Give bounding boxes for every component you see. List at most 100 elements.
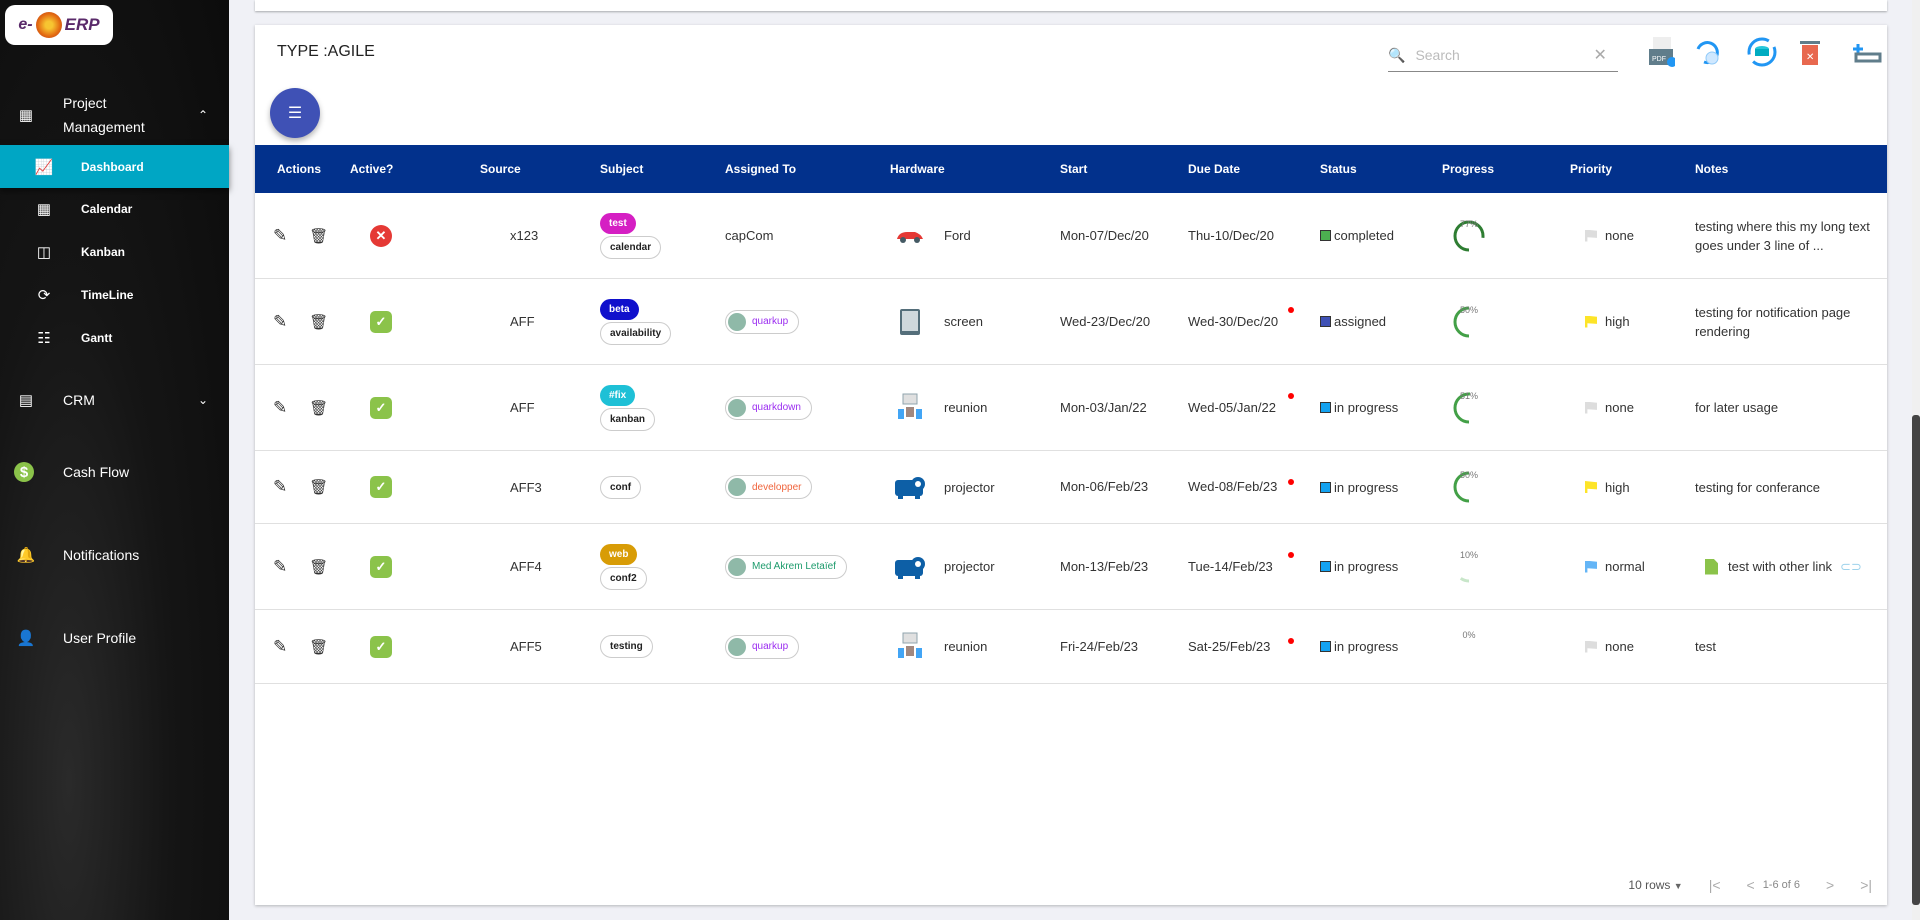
edit-icon[interactable]: ✎ [273,225,288,245]
first-page-button[interactable]: |< [1708,877,1721,893]
projector-icon [890,554,930,580]
subject-chip[interactable]: kanban [600,407,656,431]
calendar-icon: ▦ [36,201,52,218]
add-row-button[interactable] [1850,35,1884,69]
inactive-x-icon[interactable]: ✕ [370,224,392,247]
sidebar-item-label: Gantt [81,331,113,345]
column-header-start[interactable]: Start [1060,162,1088,176]
sidebar-item-dashboard[interactable]: 📈 Dashboard [0,145,229,188]
column-header-active[interactable]: Active? [350,162,394,176]
active-check-icon[interactable]: ✓ [370,310,392,333]
column-header-source[interactable]: Source [480,162,521,176]
delete-icon[interactable]: 🗑 [309,227,329,245]
chevron-down-icon[interactable]: ⌄ [198,393,209,407]
app-logo[interactable]: e- ERP [5,5,113,45]
subject-tag[interactable]: #fix [600,384,636,406]
column-header-notes[interactable]: Notes [1695,162,1729,176]
sidebar-item-gantt[interactable]: ☷ Gantt [0,327,229,349]
priority-label: high [1605,314,1630,329]
table-header: Actions Active? Source Subject Assigned To Ha… [255,145,1887,193]
column-header-actions[interactable]: Actions [277,162,322,176]
history-search-button[interactable] [1690,35,1724,69]
next-page-button[interactable]: > [1826,877,1835,893]
hardware-name: Ford [944,228,971,243]
status-color-icon [1320,316,1331,327]
page-scrollbar[interactable] [1912,0,1920,920]
edit-icon[interactable]: ✎ [273,397,288,417]
edit-icon[interactable]: ✎ [273,311,288,331]
hardware-name: projector [944,559,995,574]
assignee-chip[interactable]: developper [725,475,813,499]
column-header-progress[interactable]: Progress [1442,162,1495,176]
hardware-name: projector [944,479,995,495]
sidebar-item-notifications[interactable]: 🔔 Notifications [0,543,229,567]
export-pdf-button[interactable]: PDF [1645,35,1679,69]
projector-icon [890,474,930,500]
avatar [728,557,746,576]
column-header-subject[interactable]: Subject [600,162,644,176]
overdue-indicator [1288,307,1294,313]
edit-icon[interactable]: ✎ [273,556,288,576]
delete-icon[interactable]: 🗑 [309,399,329,417]
table-row: ✎ 🗑 ✕ x123 test calendar capCom Ford Mon-07/Dec/… [255,193,1887,279]
sidebar-item-timeline[interactable]: ⟳ TimeLine [0,284,229,306]
subject-chip[interactable]: calendar [600,235,662,259]
prev-page-button[interactable]: < [1746,877,1755,893]
chevron-up-icon[interactable]: ⌃ [198,108,209,122]
subject-tag[interactable]: test [600,212,636,234]
filter-icon: ☰ [287,105,303,122]
chart-icon: 📈 [34,158,54,176]
sidebar: e- ERP ▦ Project Management ⌃ 📈 Dashboard ▦ Cal… [0,0,229,920]
delete-icon[interactable]: 🗑 [309,558,329,576]
delete-icon[interactable]: 🗑 [309,313,329,331]
history-search-icon [1696,41,1719,65]
sidebar-item-kanban[interactable]: ◫ Kanban [0,241,229,263]
assignee-name: Med Akrem Letaïef [752,561,836,572]
column-header-assigned-to[interactable]: Assigned To [725,162,797,176]
subject-chip[interactable]: availability [600,321,672,345]
last-page-button[interactable]: >| [1860,877,1872,893]
subject-tag[interactable]: beta [600,298,639,320]
assignee-chip[interactable]: quarkup [725,634,800,659]
column-header-status[interactable]: Status [1320,162,1357,176]
kanban-icon: ◫ [36,244,52,261]
search-input[interactable] [1415,47,1586,63]
active-check-icon[interactable]: ✓ [370,396,392,419]
column-header-hardware[interactable]: Hardware [890,162,945,176]
source: x123 [510,228,539,243]
active-check-icon[interactable]: ✓ [370,476,392,498]
assignee-chip[interactable]: quarkdown [725,395,812,420]
rows-per-page-select[interactable]: 10 rows ▼ [1628,878,1683,892]
subject-chip[interactable]: conf [600,475,642,499]
progress-value: 50% [1459,304,1478,315]
clear-search-icon[interactable]: ✕ [1593,47,1607,64]
assignee-chip[interactable]: quarkup [725,309,800,334]
sidebar-item-project-management[interactable]: ▦ Project Management ⌃ [0,95,229,135]
delete-icon[interactable]: 🗑 [309,479,329,496]
subject-chip[interactable]: testing [600,635,653,658]
active-check-icon[interactable]: ✓ [370,635,392,658]
delete-icon[interactable]: 🗑 [309,638,329,656]
sidebar-item-calendar[interactable]: ▦ Calendar [0,198,229,220]
filter-button[interactable]: ☰ [270,88,320,138]
column-header-due-date[interactable]: Due Date [1188,162,1241,176]
progress-ring [1453,306,1485,337]
edit-icon[interactable]: ✎ [273,477,288,496]
sync-database-button[interactable] [1745,35,1779,69]
link-icon[interactable]: ⊂⊃ [1840,558,1862,574]
column-header-priority[interactable]: Priority [1570,162,1613,176]
subject-chip[interactable]: conf2 [600,566,647,590]
assignee-name: quarkup [752,641,789,652]
table-row: ✎ 🗑 ✓ AFF4 web conf2 Med Akrem Letaïef projecto… [255,524,1887,610]
active-check-icon[interactable]: ✓ [370,555,392,578]
scrollbar-thumb[interactable] [1912,415,1920,905]
delete-all-button[interactable]: ✕ [1793,35,1827,69]
sidebar-item-crm[interactable]: ▤ CRM ⌄ [0,388,229,412]
sidebar-item-cash-flow[interactable]: $ Cash Flow [0,460,229,484]
subject-tag[interactable]: web [600,543,638,565]
sidebar-item-label: Notifications [63,547,140,563]
assignee-chip[interactable]: Med Akrem Letaïef [725,554,847,579]
edit-icon[interactable]: ✎ [273,636,288,656]
sidebar-item-user-profile[interactable]: 👤 User Profile [0,626,229,650]
avatar [728,398,746,417]
